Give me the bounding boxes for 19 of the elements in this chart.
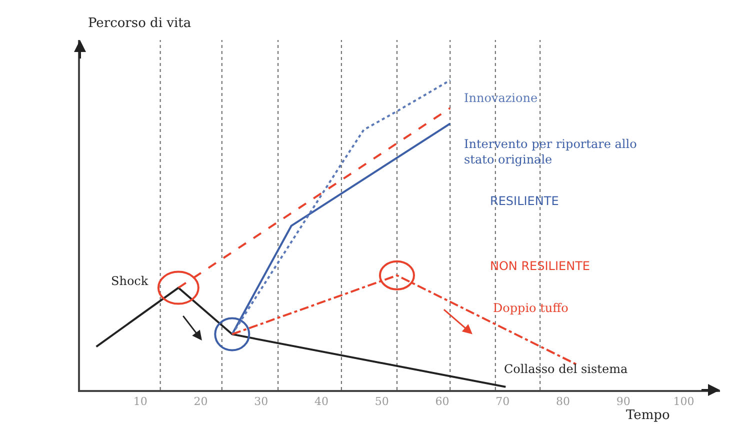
annotation: Collasso del sistema [504, 362, 628, 376]
x-tick-label: 10 [133, 395, 148, 408]
x-tick-label: 40 [314, 395, 329, 408]
annotation: Doppio tuffo [493, 301, 568, 315]
x-tick-label: 70 [496, 395, 510, 408]
y-axis-title: Percorso di vita [88, 16, 192, 31]
annotation: Innovazione [464, 91, 538, 105]
annotation: RESILIENTE [490, 194, 559, 208]
x-tick-label: 20 [194, 395, 208, 408]
x-axis-title: Tempo [626, 408, 670, 423]
annotation: NON RESILIENTE [490, 259, 590, 273]
annotation: Intervento per riportare allo stato originale [464, 137, 637, 167]
x-tick-label: 30 [254, 395, 268, 408]
x-tick-label: 100 [673, 395, 694, 408]
x-tick-label: 50 [374, 395, 389, 408]
annotation: Shock [111, 274, 149, 288]
x-tick-label: 60 [435, 395, 450, 408]
x-tick-label: 90 [616, 395, 630, 408]
x-tick-label: 80 [556, 395, 570, 408]
